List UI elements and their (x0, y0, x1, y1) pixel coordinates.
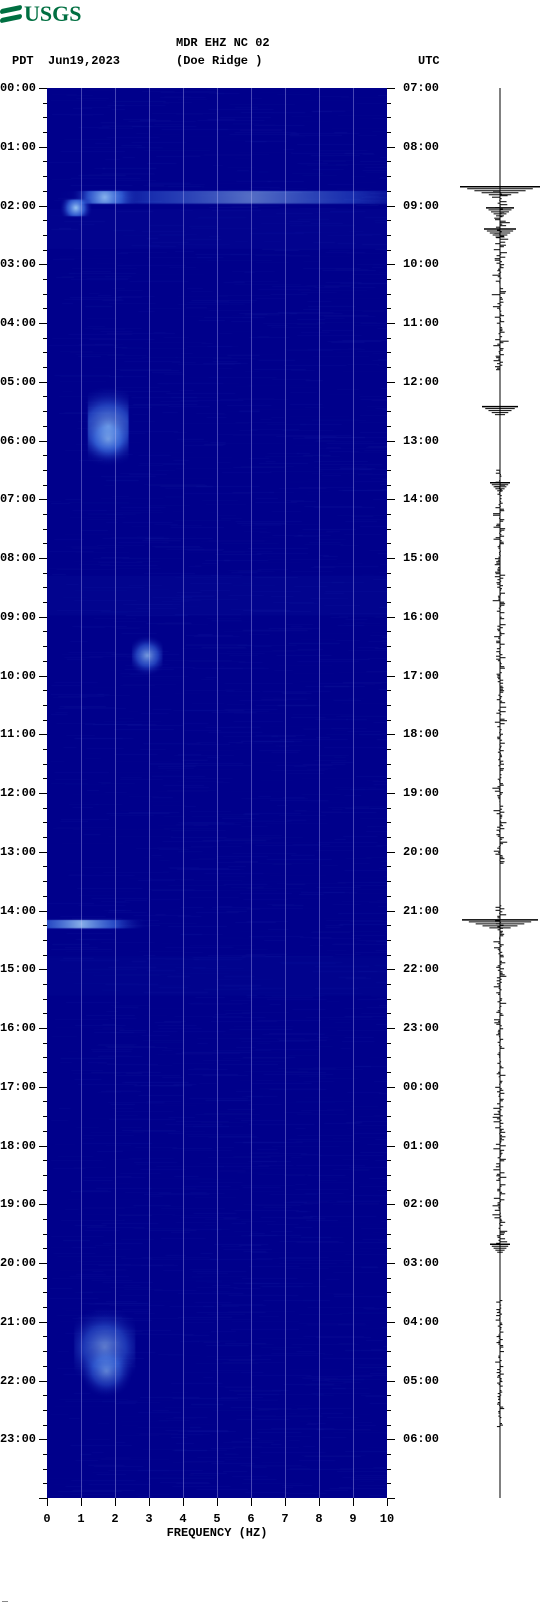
left-time-label: 20:00 (0, 1256, 36, 1270)
right-time-label: 01:00 (403, 1139, 439, 1153)
right-time-label: 08:00 (403, 140, 439, 154)
left-time-label: 16:00 (0, 1021, 36, 1035)
left-time-label: 04:00 (0, 316, 36, 330)
left-time-label: 05:00 (0, 375, 36, 389)
left-time-label: 22:00 (0, 1374, 36, 1388)
frequency-tick-label: 9 (349, 1512, 356, 1526)
frequency-tick-label: 6 (247, 1512, 254, 1526)
header-title: MDR EHZ NC 02 (176, 36, 270, 50)
frequency-tick-label: 4 (179, 1512, 186, 1526)
right-time-label: 07:00 (403, 81, 439, 95)
left-time-label: 11:00 (0, 727, 36, 741)
left-time-label: 09:00 (0, 610, 36, 624)
right-time-label: 02:00 (403, 1197, 439, 1211)
left-time-label: 10:00 (0, 669, 36, 683)
right-time-label: 00:00 (403, 1080, 439, 1094)
right-time-label: 14:00 (403, 492, 439, 506)
right-time-label: 17:00 (403, 669, 439, 683)
frequency-tick-label: 5 (213, 1512, 220, 1526)
frequency-tick-label: 1 (77, 1512, 84, 1526)
right-time-label: 18:00 (403, 727, 439, 741)
left-time-label: 08:00 (0, 551, 36, 565)
right-time-label: 12:00 (403, 375, 439, 389)
spectrogram-plot (47, 88, 387, 1498)
page: USGS PDT Jun19,2023 MDR EHZ NC 02 (Doe R… (0, 0, 552, 1613)
header-pdt: PDT (12, 54, 34, 68)
right-time-label: 06:00 (403, 1432, 439, 1446)
left-time-label: 02:00 (0, 199, 36, 213)
usgs-logo: USGS (0, 0, 81, 28)
left-time-label: 17:00 (0, 1080, 36, 1094)
frequency-axis: FREQUENCY (HZ) 012345678910 (47, 1498, 387, 1538)
left-time-label: 03:00 (0, 257, 36, 271)
waveform-panel (460, 88, 540, 1498)
left-time-label: 00:00 (0, 81, 36, 95)
usgs-logo-text: USGS (24, 1, 81, 27)
left-time-label: 07:00 (0, 492, 36, 506)
frequency-tick-label: 0 (43, 1512, 50, 1526)
waveform-svg (460, 88, 540, 1498)
frequency-tick-label: 10 (380, 1512, 394, 1526)
right-time-axis: 07:0008:0009:0010:0011:0012:0013:0014:00… (387, 88, 447, 1498)
frequency-axis-label: FREQUENCY (HZ) (167, 1526, 268, 1540)
header-date: Jun19,2023 (48, 54, 120, 68)
right-time-label: 19:00 (403, 786, 439, 800)
right-time-label: 04:00 (403, 1315, 439, 1329)
left-time-label: 14:00 (0, 904, 36, 918)
left-time-axis: 00:0001:0002:0003:0004:0005:0006:0007:00… (0, 88, 47, 1498)
left-time-label: 15:00 (0, 962, 36, 976)
right-time-label: 09:00 (403, 199, 439, 213)
right-time-label: 23:00 (403, 1021, 439, 1035)
right-time-label: 15:00 (403, 551, 439, 565)
right-time-label: 10:00 (403, 257, 439, 271)
right-time-label: 22:00 (403, 962, 439, 976)
frequency-tick-label: 8 (315, 1512, 322, 1526)
right-time-label: 13:00 (403, 434, 439, 448)
right-time-label: 20:00 (403, 845, 439, 859)
frequency-tick-label: 7 (281, 1512, 288, 1526)
left-time-label: 23:00 (0, 1432, 36, 1446)
left-time-label: 12:00 (0, 786, 36, 800)
left-time-label: 13:00 (0, 845, 36, 859)
frequency-tick-label: 3 (145, 1512, 152, 1526)
left-time-label: 18:00 (0, 1139, 36, 1153)
left-time-label: 06:00 (0, 434, 36, 448)
right-time-label: 05:00 (403, 1374, 439, 1388)
header-utc: UTC (418, 54, 440, 68)
right-time-label: 11:00 (403, 316, 439, 330)
right-time-label: 21:00 (403, 904, 439, 918)
left-time-label: 21:00 (0, 1315, 36, 1329)
header-subtitle: (Doe Ridge ) (176, 54, 262, 68)
frequency-tick-label: 2 (111, 1512, 118, 1526)
footer-mark: _ (2, 1594, 8, 1605)
left-time-label: 01:00 (0, 140, 36, 154)
right-time-label: 16:00 (403, 610, 439, 624)
usgs-wave-icon (0, 7, 22, 21)
left-time-label: 19:00 (0, 1197, 36, 1211)
right-time-label: 03:00 (403, 1256, 439, 1270)
